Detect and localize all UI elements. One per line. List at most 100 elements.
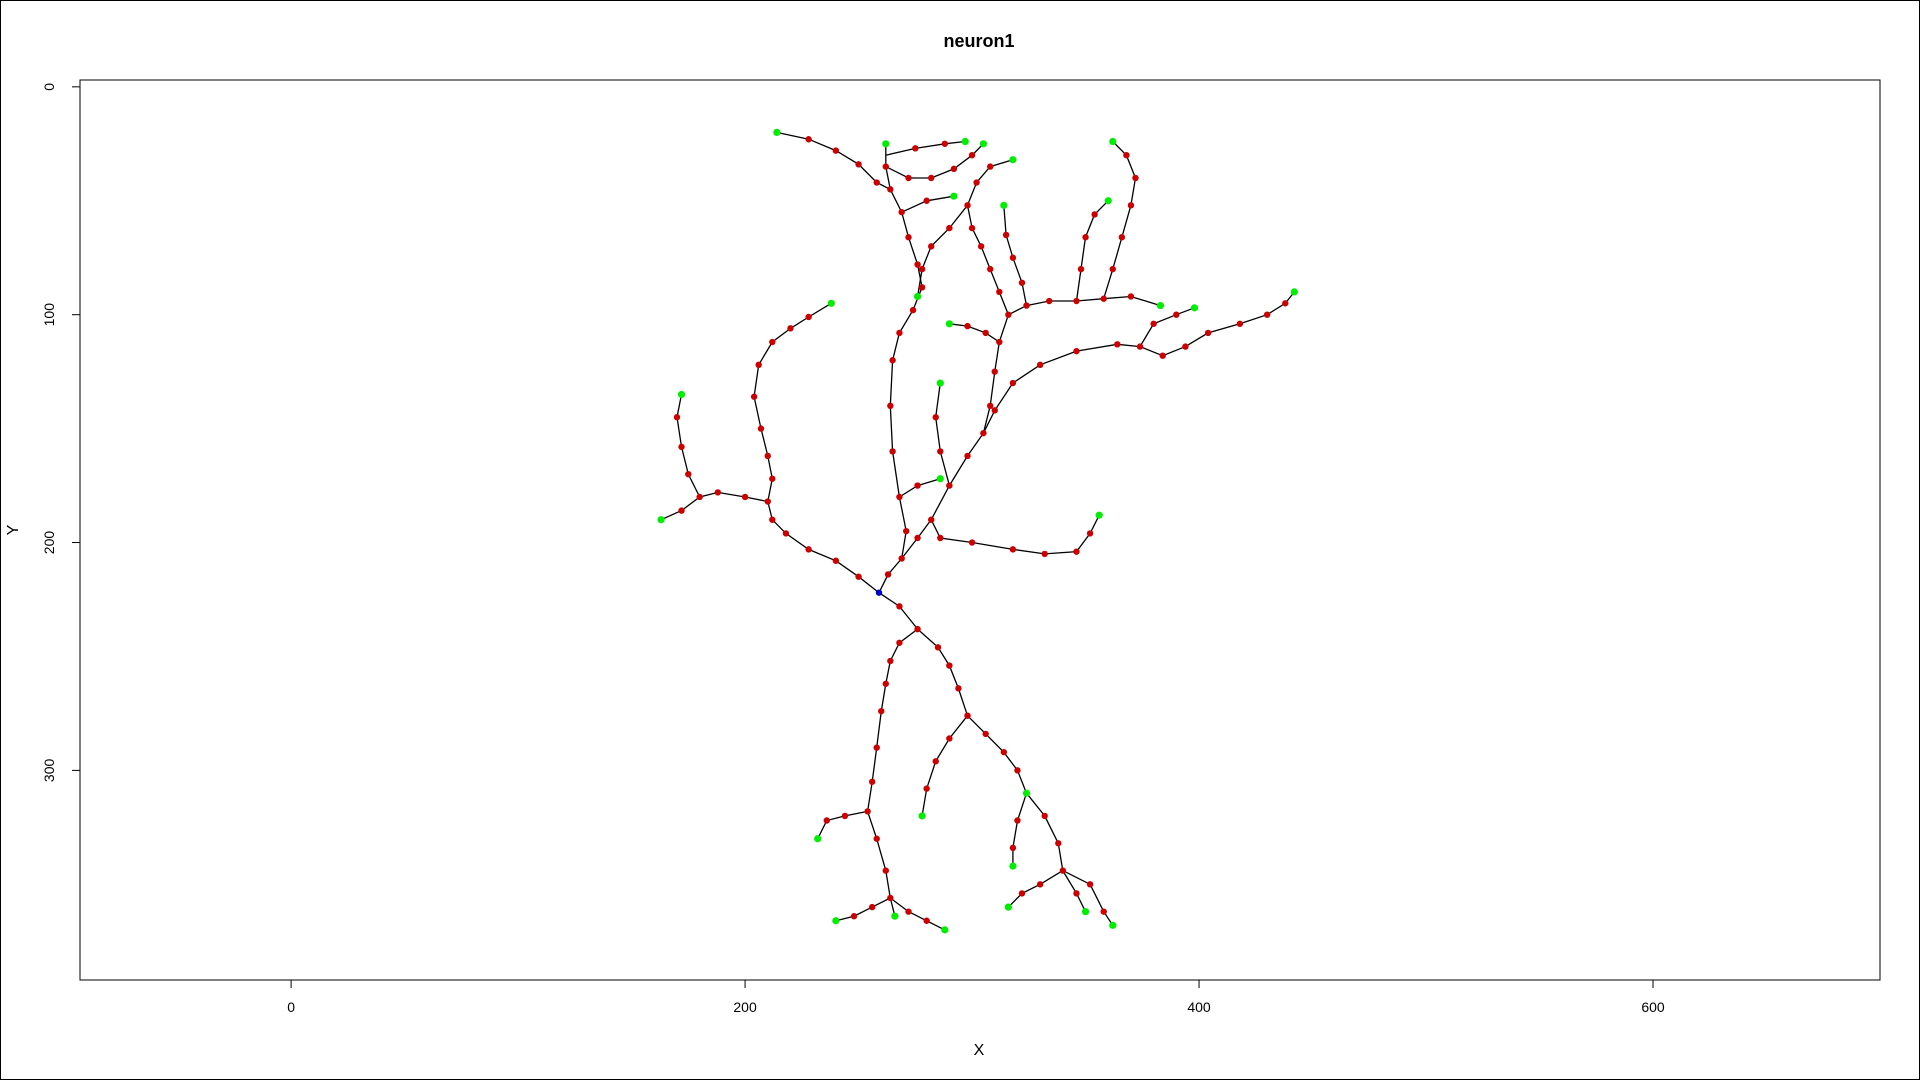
- neurite-segment: [660, 491, 768, 521]
- branch-point: [1018, 890, 1026, 897]
- x-tick-label: 200: [733, 999, 757, 1015]
- branch-point: [927, 243, 935, 250]
- branch-point: [873, 835, 880, 842]
- branch-point: [946, 662, 953, 669]
- branch-point: [946, 735, 953, 742]
- branch-point: [964, 712, 971, 719]
- branch-point: [787, 325, 794, 332]
- branch-point: [914, 534, 921, 542]
- end-point: [1156, 301, 1165, 310]
- branch-point: [1100, 295, 1107, 302]
- end-point: [1109, 137, 1117, 146]
- branch-point: [923, 785, 930, 792]
- branch-point: [923, 917, 930, 924]
- branch-point: [896, 603, 903, 610]
- neurite-segment: [878, 592, 1028, 794]
- branch-point: [855, 573, 862, 580]
- branch-point: [946, 482, 953, 489]
- end-point: [1109, 921, 1117, 929]
- y-tick-label: 200: [41, 531, 57, 555]
- neurite-segment: [1139, 307, 1195, 347]
- end-point: [1081, 908, 1090, 916]
- branch-point: [1046, 297, 1053, 305]
- branch-point: [937, 448, 944, 455]
- end-point: [961, 137, 969, 146]
- branch-point: [884, 571, 892, 578]
- branch-point: [898, 208, 905, 216]
- branch-point: [1173, 311, 1180, 318]
- branch-point: [932, 414, 939, 421]
- end-point: [882, 140, 890, 148]
- branch-point: [946, 224, 953, 232]
- branch-point: [987, 163, 994, 170]
- branch-point: [996, 288, 1003, 296]
- neurite-segment: [949, 323, 1000, 343]
- neurite-segment: [885, 143, 984, 179]
- branch-point: [934, 644, 942, 651]
- branch-point: [1055, 840, 1062, 847]
- branch-point: [757, 425, 765, 432]
- branch-point: [823, 817, 830, 824]
- branch-point: [1014, 817, 1021, 824]
- branch-point: [968, 539, 976, 546]
- neurite-segment: [1012, 792, 1028, 867]
- branch-point: [927, 174, 935, 182]
- neuron-skeleton: [660, 131, 1295, 931]
- end-point: [1290, 288, 1298, 296]
- neurite-segment: [866, 628, 918, 917]
- branch-point: [1282, 300, 1289, 307]
- y-tick-label: 300: [41, 758, 57, 782]
- end-point: [1104, 197, 1112, 205]
- y-axis-label: Y: [5, 524, 22, 535]
- branch-point: [982, 730, 989, 738]
- branch-point: [905, 908, 912, 915]
- branch-point: [1000, 748, 1008, 756]
- branch-point: [887, 894, 894, 902]
- branch-point: [673, 414, 681, 421]
- end-point: [891, 912, 899, 920]
- end-point: [1190, 304, 1199, 312]
- branch-point: [973, 179, 980, 186]
- branch-point: [977, 243, 985, 250]
- end-point: [827, 299, 835, 307]
- branch-point: [741, 493, 749, 501]
- end-point: [1095, 511, 1103, 519]
- branch-point: [912, 145, 919, 152]
- branch-point: [898, 555, 905, 562]
- branch-point: [964, 202, 971, 209]
- branch-point: [855, 161, 862, 168]
- end-point: [918, 812, 926, 820]
- neurite-segment: [1062, 870, 1114, 926]
- node-points: [657, 128, 1298, 934]
- branch-point: [1036, 881, 1044, 888]
- neurite-segment: [753, 302, 880, 594]
- end-point: [979, 140, 988, 148]
- branch-point: [905, 174, 912, 182]
- branch-point: [805, 136, 812, 143]
- branch-point: [887, 402, 894, 410]
- branch-point: [914, 482, 921, 489]
- branch-point: [1086, 530, 1094, 537]
- end-point: [936, 379, 944, 387]
- branch-point: [889, 448, 896, 455]
- branch-point: [964, 452, 971, 460]
- end-point: [936, 475, 944, 483]
- x-tick-label: 0: [287, 999, 295, 1015]
- branch-point: [1073, 347, 1080, 355]
- branch-point: [887, 657, 894, 665]
- branch-point: [1073, 548, 1080, 555]
- branch-point: [1136, 343, 1144, 350]
- branch-point: [1073, 890, 1080, 897]
- neurite-segment: [935, 382, 951, 486]
- branch-point: [896, 639, 903, 646]
- soma-point: [875, 589, 883, 596]
- branch-point: [873, 179, 880, 186]
- branch-point: [1100, 908, 1107, 915]
- branch-point: [805, 313, 812, 321]
- branch-point: [868, 778, 876, 785]
- branch-point: [1127, 293, 1135, 300]
- neurite-segment: [835, 897, 891, 922]
- branch-point: [909, 306, 917, 314]
- branch-point: [882, 163, 890, 170]
- branch-point: [882, 680, 890, 687]
